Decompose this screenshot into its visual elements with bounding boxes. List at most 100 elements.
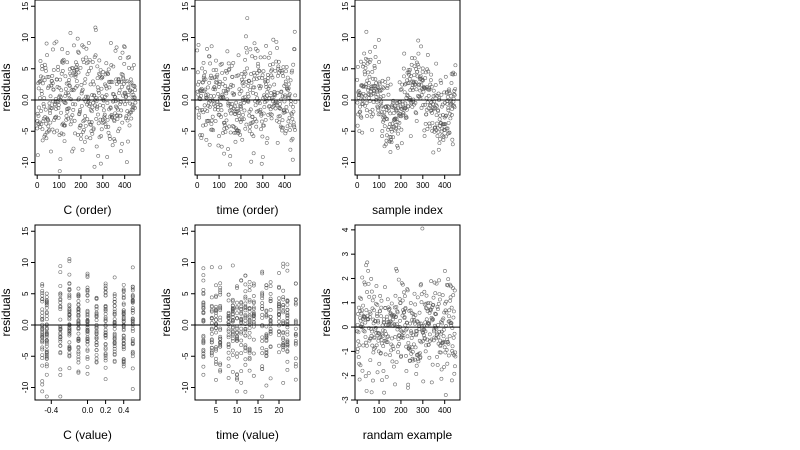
scatter-point xyxy=(232,92,237,96)
scatter-point xyxy=(446,89,451,94)
scatter-point xyxy=(246,83,251,88)
scatter-point xyxy=(112,94,117,99)
scatter-point xyxy=(422,128,427,133)
scatter-point xyxy=(67,306,72,311)
scatter-point xyxy=(388,353,392,358)
scatter-point xyxy=(419,93,424,97)
scatter-point xyxy=(76,314,81,319)
scatter-point xyxy=(385,340,390,345)
scatter-point xyxy=(281,336,286,340)
scatter-point xyxy=(58,334,63,339)
scatter-point xyxy=(281,288,286,293)
scatter-point xyxy=(401,105,406,110)
scatter-point xyxy=(218,326,223,331)
scatter-point xyxy=(379,104,384,109)
scatter-point xyxy=(404,369,409,373)
y-tick-label: 15 xyxy=(21,226,30,235)
scatter-point xyxy=(439,367,444,372)
scatter-point xyxy=(411,88,415,92)
scatter-point xyxy=(453,63,458,68)
scatter-point xyxy=(431,94,436,99)
scatter-point xyxy=(288,128,292,132)
scatter-point xyxy=(415,319,420,324)
scatter-point xyxy=(58,339,63,344)
scatter-point xyxy=(69,73,74,78)
scatter-point xyxy=(418,351,422,355)
scatter-point xyxy=(225,70,229,75)
scatter-point xyxy=(133,105,137,110)
scatter-point xyxy=(37,79,42,84)
scatter-point xyxy=(214,362,218,366)
scatter-point xyxy=(47,108,52,113)
scatter-point xyxy=(414,87,419,92)
scatter-point xyxy=(199,93,204,98)
scatter-point xyxy=(362,51,367,56)
scatter-point xyxy=(278,124,283,129)
scatter-point xyxy=(123,79,128,84)
scatter-point xyxy=(119,80,124,84)
scatter-point xyxy=(266,55,271,60)
scatter-point xyxy=(263,79,268,84)
scatter-point xyxy=(90,131,95,136)
scatter-point xyxy=(356,89,361,94)
scatter-point xyxy=(116,80,121,84)
scatter-point xyxy=(71,88,76,93)
scatter-point xyxy=(91,82,96,87)
scatter-point xyxy=(426,93,431,98)
scatter-point xyxy=(101,98,106,103)
scatter-point xyxy=(63,87,68,91)
scatter-point xyxy=(93,25,98,30)
scatter-point xyxy=(284,65,289,69)
scatter-point xyxy=(285,311,290,316)
scatter-point xyxy=(247,335,252,340)
scatter-point xyxy=(390,101,395,105)
scatter-point xyxy=(356,355,361,359)
scatter-point xyxy=(434,61,439,66)
scatter-point xyxy=(367,295,372,299)
scatter-point xyxy=(412,318,417,322)
scatter-point xyxy=(241,117,246,122)
scatter-point xyxy=(222,151,226,156)
scatter-point xyxy=(278,102,282,106)
scatter-point xyxy=(398,300,403,305)
scatter-point xyxy=(103,353,108,358)
scatter-point xyxy=(251,300,256,305)
scatter-point xyxy=(260,339,265,343)
scatter-point xyxy=(394,108,399,113)
scatter-point xyxy=(418,355,423,359)
scatter-point xyxy=(94,318,99,323)
scatter-point xyxy=(281,322,286,327)
scatter-point xyxy=(252,85,257,90)
scatter-point xyxy=(357,129,362,134)
scatter-point xyxy=(289,99,293,103)
scatter-point xyxy=(369,390,374,395)
scatter-point xyxy=(363,374,368,379)
scatter-point xyxy=(85,311,90,316)
scatter-point xyxy=(450,137,455,142)
scatter-point xyxy=(379,314,383,319)
scatter-point xyxy=(130,265,135,270)
scatter-point xyxy=(360,130,365,135)
scatter-point xyxy=(389,135,393,139)
scatter-point xyxy=(268,314,273,319)
scatter-point xyxy=(428,301,433,306)
scatter-point xyxy=(413,80,418,85)
scatter-point xyxy=(371,112,376,117)
scatter-point xyxy=(293,364,298,369)
scatter-point xyxy=(397,297,402,301)
scatter-point xyxy=(444,134,448,139)
scatter-point xyxy=(237,91,242,96)
scatter-point xyxy=(281,295,286,300)
scatter-point xyxy=(201,266,206,271)
scatter-point xyxy=(67,353,72,358)
scatter-point xyxy=(364,101,369,105)
scatter-point xyxy=(247,288,252,293)
scatter-point xyxy=(380,134,385,139)
scatter-point xyxy=(117,126,122,131)
scatter-point xyxy=(290,112,294,117)
scatter-point xyxy=(412,291,417,296)
scatter-point xyxy=(356,95,361,100)
scatter-point xyxy=(445,126,450,131)
scatter-point xyxy=(211,68,216,73)
scatter-point xyxy=(429,78,433,83)
